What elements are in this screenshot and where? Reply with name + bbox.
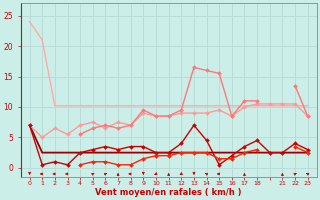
X-axis label: Vent moyen/en rafales ( km/h ): Vent moyen/en rafales ( km/h ) <box>95 188 242 197</box>
